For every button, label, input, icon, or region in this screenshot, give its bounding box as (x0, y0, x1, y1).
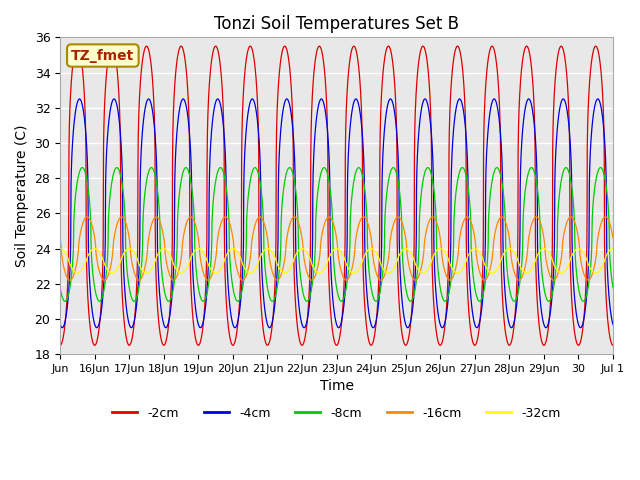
-8cm (525, 169, 532, 175)
-2cm (492, 53, 499, 59)
Line: -4cm: -4cm (60, 99, 613, 328)
-4cm (408, 314, 415, 320)
-4cm (58, 325, 66, 331)
-4cm (604, 260, 611, 266)
-16cm (525, 235, 532, 241)
Title: Tonzi Soil Temperatures Set B: Tonzi Soil Temperatures Set B (214, 15, 459, 33)
-2cm (609, 342, 617, 348)
-8cm (596, 165, 604, 170)
-32cm (603, 252, 611, 257)
-2cm (525, 47, 532, 52)
-16cm (56, 235, 64, 241)
-8cm (56, 285, 64, 291)
-16cm (492, 228, 499, 234)
-32cm (74, 270, 81, 276)
-2cm (170, 106, 177, 112)
-8cm (61, 299, 69, 304)
-8cm (604, 191, 611, 197)
-2cm (74, 43, 81, 49)
-16cm (456, 231, 464, 237)
-4cm (456, 96, 464, 102)
Legend: -2cm, -4cm, -8cm, -16cm, -32cm: -2cm, -4cm, -8cm, -16cm, -32cm (108, 402, 566, 424)
Text: TZ_fmet: TZ_fmet (71, 48, 134, 62)
-2cm (456, 49, 464, 55)
-8cm (170, 285, 177, 290)
-32cm (408, 251, 415, 257)
X-axis label: Time: Time (319, 379, 353, 394)
-2cm (408, 311, 415, 317)
-16cm (609, 235, 617, 241)
-2cm (603, 308, 611, 313)
Line: -16cm: -16cm (60, 217, 613, 280)
-16cm (66, 277, 74, 283)
-8cm (408, 298, 415, 304)
-8cm (609, 285, 617, 291)
-4cm (170, 268, 177, 274)
-8cm (456, 167, 464, 173)
-32cm (525, 270, 532, 276)
-32cm (56, 246, 64, 252)
-2cm (56, 342, 64, 348)
-32cm (609, 246, 617, 252)
-8cm (492, 166, 499, 171)
-4cm (492, 97, 499, 103)
-4cm (609, 322, 617, 327)
-16cm (602, 214, 609, 220)
-32cm (456, 269, 464, 275)
-4cm (525, 96, 532, 102)
-32cm (492, 268, 499, 274)
Line: -8cm: -8cm (60, 168, 613, 301)
-16cm (408, 272, 415, 278)
-4cm (56, 322, 64, 327)
-16cm (170, 277, 177, 283)
Line: -2cm: -2cm (60, 46, 613, 345)
Line: -32cm: -32cm (60, 249, 613, 273)
-4cm (594, 96, 602, 102)
Y-axis label: Soil Temperature (C): Soil Temperature (C) (15, 124, 29, 267)
-32cm (170, 261, 177, 267)
-16cm (604, 215, 611, 221)
